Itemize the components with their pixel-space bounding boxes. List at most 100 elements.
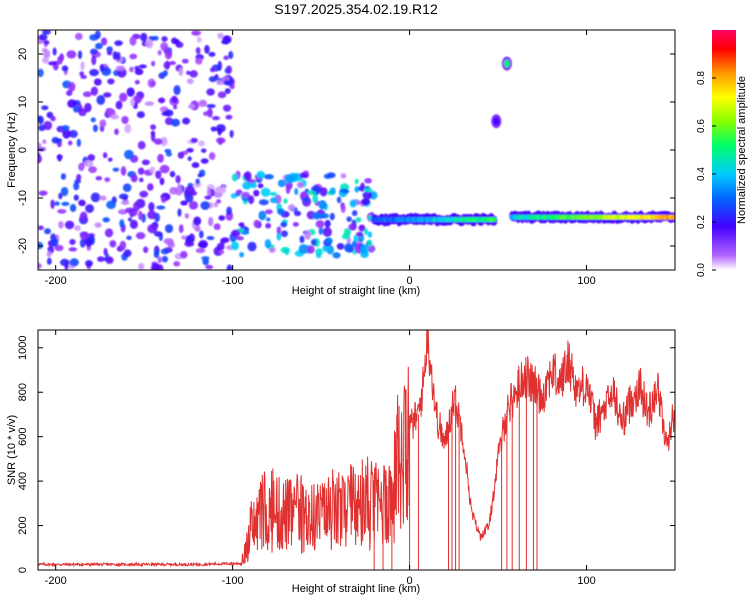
spectral-blob (61, 201, 70, 207)
spectral-blob (186, 70, 191, 75)
spectral-blob (44, 228, 51, 235)
spectral-blob (69, 203, 77, 213)
spectral-blob (76, 138, 82, 147)
spectral-blob (191, 162, 200, 169)
spectral-blob (64, 220, 75, 230)
spectral-blob (204, 44, 210, 54)
spectral-blob (38, 262, 42, 269)
spectral-blob (177, 182, 182, 193)
spectral-blob (367, 231, 373, 238)
spectral-blob (52, 47, 57, 56)
spectral-blob (61, 65, 69, 72)
spectral-blob (173, 104, 178, 110)
spectrogram-plot-area (38, 30, 675, 270)
y-tick-label: 0 (17, 147, 29, 153)
snr-panel: -200 -100 0 100 0 200 400 600 800 1000 Height of… (6, 329, 676, 595)
spectral-blob (88, 166, 98, 174)
spectral-blob (173, 261, 181, 267)
spectral-blob (198, 239, 208, 249)
spectral-blob (231, 173, 239, 182)
spectral-blob (206, 187, 211, 198)
spectral-blob (137, 167, 145, 175)
x-tick-label: -100 (222, 575, 244, 587)
spectral-blob (225, 65, 233, 74)
spectral-blob (242, 181, 252, 190)
spectral-blob (105, 256, 114, 265)
spectral-blob (109, 240, 117, 248)
spectral-blob (58, 220, 64, 229)
spectral-blob (78, 162, 85, 172)
spectral-blob (229, 84, 235, 90)
spectral-blob (277, 179, 286, 188)
spectral-blob (280, 230, 288, 238)
spectral-blob (159, 177, 165, 186)
spectral-blob (115, 65, 126, 72)
spectral-blob (57, 209, 67, 214)
spectral-blob (186, 78, 194, 85)
spectral-blob (276, 226, 282, 235)
spectral-blob (67, 140, 73, 146)
spectral-blob (257, 183, 264, 189)
spectral-blob (221, 185, 227, 194)
spectral-blob (208, 76, 218, 83)
spectral-blob (206, 103, 216, 109)
colorbar: 0.0 0.2 0.4 0.6 0.8 Normalized spectral ampl… (696, 30, 748, 277)
spectral-blob (292, 221, 299, 227)
spectral-blob (96, 94, 106, 105)
spectral-blob (200, 148, 207, 153)
spectral-blob (161, 36, 168, 42)
spectral-blob (198, 140, 205, 147)
spectral-blob (66, 50, 77, 59)
spectral-blob (43, 40, 50, 45)
spectral-blob (194, 181, 202, 188)
colorbar-tick-label: 0.6 (696, 119, 707, 133)
spectral-blob (258, 210, 267, 221)
spectral-blob (182, 117, 191, 125)
spectral-blob (87, 154, 95, 162)
spectral-blob (85, 204, 95, 213)
spectral-blob (164, 49, 173, 60)
spectral-blob (138, 262, 145, 270)
spectral-blob (344, 243, 353, 253)
spectral-blob (312, 193, 319, 204)
spectral-blob (298, 172, 309, 179)
spectral-blob (343, 228, 352, 236)
spectral-blob (213, 201, 219, 208)
spectral-blob (195, 47, 201, 55)
spectral-blob (284, 173, 294, 184)
spectral-blob (247, 241, 257, 252)
spectral-blob (58, 192, 63, 200)
spectral-blob (362, 191, 373, 200)
spectral-blob (62, 128, 71, 139)
spectral-blob (99, 195, 107, 201)
colorbar-tick-label: 0.0 (696, 263, 707, 277)
spectral-blob (318, 226, 324, 235)
spectral-blob (285, 185, 291, 194)
spectral-blob (356, 231, 364, 237)
spectral-blob (229, 129, 234, 138)
spectral-blob (304, 230, 312, 240)
spectral-blob (169, 170, 176, 178)
spectral-blob (307, 190, 316, 195)
spectral-blob (83, 160, 94, 168)
spectral-blob (90, 86, 98, 96)
spectral-blob (269, 197, 278, 204)
spectral-blob (160, 136, 168, 147)
spectral-blob (148, 202, 155, 212)
spectral-blob (127, 217, 132, 222)
spectral-blob (264, 238, 272, 249)
spectral-blob (266, 217, 271, 222)
spectral-blob (177, 208, 182, 217)
spectrogram-y-axis-label: Frequency (Hz) (6, 112, 18, 188)
spectral-blob (55, 138, 63, 143)
spectral-blob (85, 260, 93, 267)
spectral-blob (51, 238, 59, 247)
x-tick-label: 100 (577, 575, 595, 587)
spectral-blob (223, 55, 229, 61)
spectral-blob (94, 30, 101, 40)
spectral-blob (138, 64, 147, 69)
y-tick-label: 200 (17, 516, 29, 534)
spectral-blob (323, 173, 332, 179)
spectral-blob (265, 222, 272, 229)
spectral-blob (38, 68, 44, 78)
